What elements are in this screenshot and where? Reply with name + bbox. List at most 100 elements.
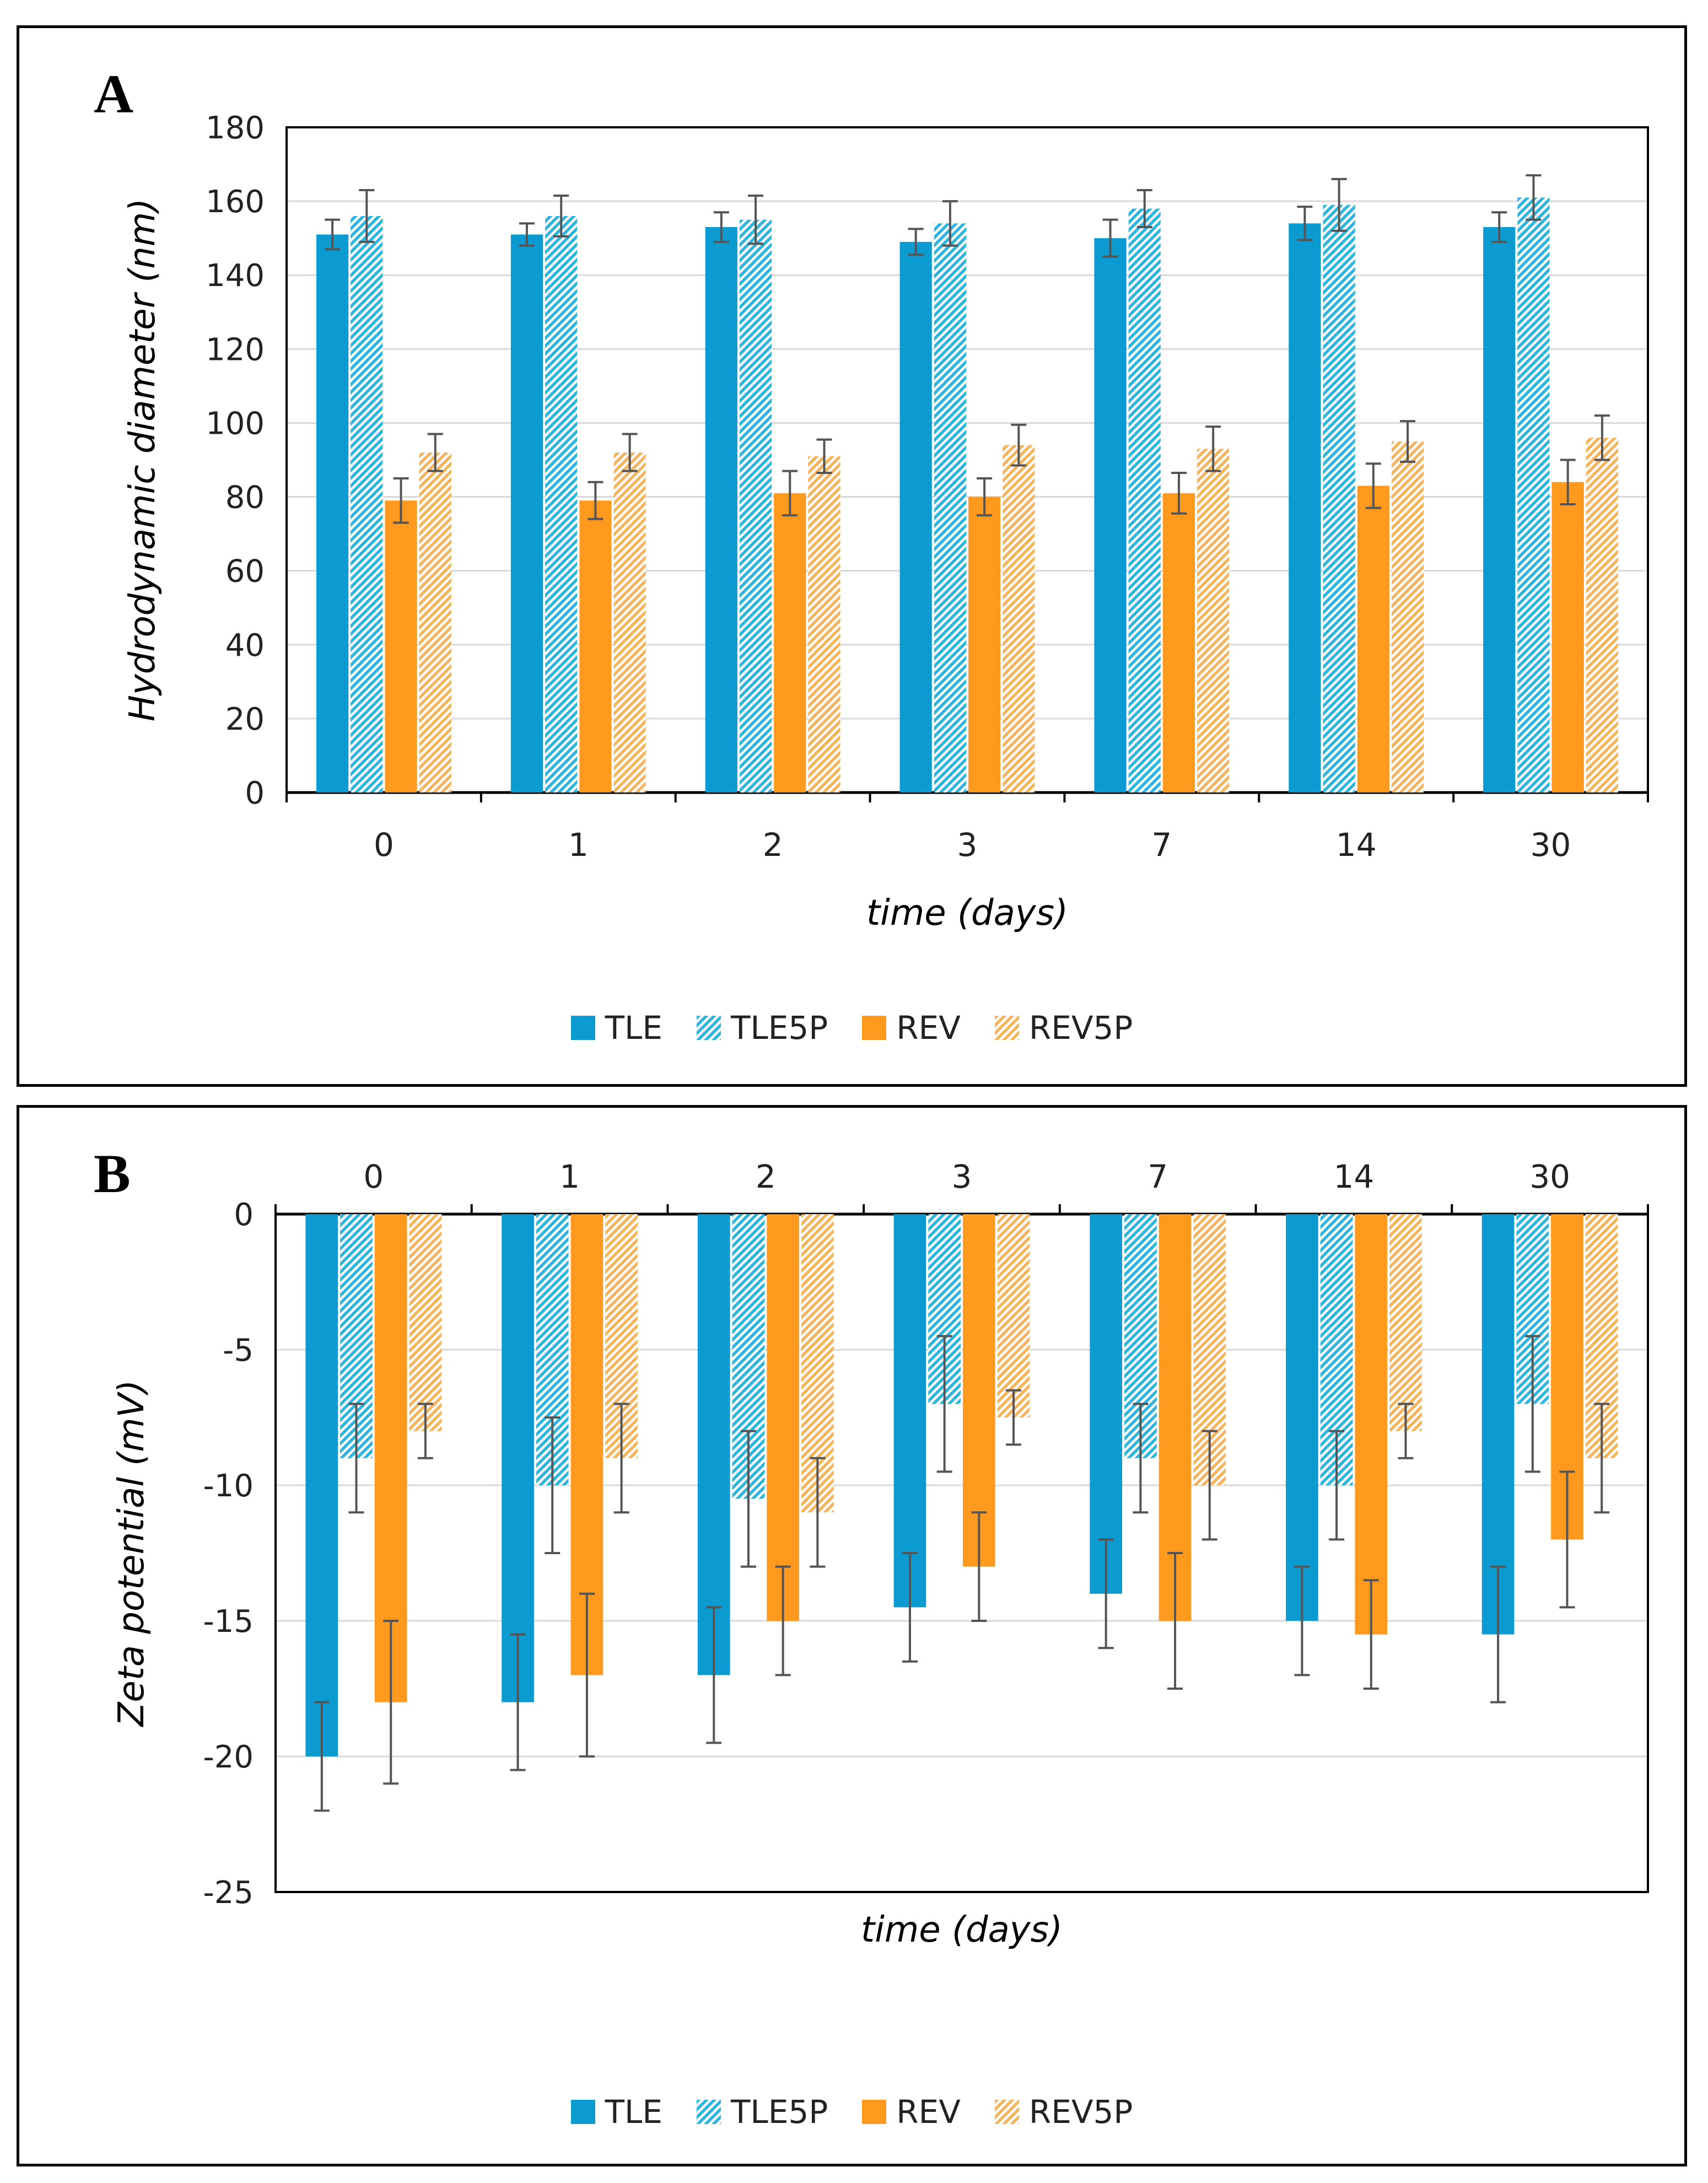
y-tick-label: 120	[206, 332, 265, 368]
x-tick-label: 1	[559, 1158, 580, 1195]
y-tick-label: 100	[206, 406, 265, 441]
x-tick-label: 2	[763, 826, 783, 864]
y-tick-label: -20	[203, 1739, 254, 1775]
bar-rev5p	[419, 452, 451, 793]
bar-tle5p	[545, 215, 578, 793]
bar-rev	[579, 500, 612, 793]
legend-item-tle5p: TLE5P	[697, 1009, 828, 1047]
bar-rev5p	[1003, 445, 1035, 793]
bar-rev	[767, 1214, 799, 1621]
panel-a-label: A	[94, 63, 134, 125]
legend-item-tle: TLE	[570, 2093, 662, 2131]
bar-tle	[1483, 227, 1516, 793]
legend-label: REV5P	[1028, 2093, 1133, 2131]
legend-swatch	[570, 2100, 595, 2124]
legend-swatch	[570, 1016, 595, 1040]
bar-tle	[899, 241, 932, 793]
legend-swatch	[862, 2100, 887, 2124]
y-tick-label: 0	[245, 775, 265, 811]
x-tick-label: 2	[756, 1158, 776, 1195]
bar-tle5p	[351, 215, 383, 793]
bar-rev5p	[409, 1214, 442, 1431]
bar-tle	[316, 234, 349, 793]
bar-tle	[1094, 238, 1127, 793]
bar-tle5p	[1517, 197, 1550, 793]
y-tick-label: -5	[223, 1333, 254, 1368]
x-axis-label: time (days)	[866, 893, 1068, 934]
x-tick-label: 1	[568, 826, 589, 864]
legend-item-rev: REV	[862, 2093, 961, 2131]
bar-tle	[1286, 1214, 1318, 1621]
x-tick-label: 7	[1151, 826, 1172, 864]
bar-tle	[305, 1214, 338, 1756]
y-tick-label: -10	[203, 1468, 254, 1504]
legend-label: TLE	[605, 1009, 662, 1047]
x-tick-label: 0	[374, 826, 394, 864]
y-tick-label: 180	[206, 110, 265, 146]
legend-swatch	[697, 1016, 721, 1040]
bar-rev5p	[1586, 438, 1619, 793]
legend-swatch	[862, 1016, 887, 1040]
bar-tle	[705, 227, 737, 793]
bar-rev	[1355, 1214, 1388, 1635]
x-tick-label: 0	[363, 1158, 384, 1195]
legend-label: REV	[896, 1009, 961, 1047]
bar-tle	[510, 234, 543, 793]
bar-rev5p	[1197, 449, 1230, 793]
legend-label: TLE5P	[731, 2093, 828, 2131]
y-axis-label: Hydrodynamic diameter (nm)	[122, 198, 163, 721]
y-tick-label: 140	[206, 258, 265, 294]
legend-item-rev5p: REV5P	[994, 2093, 1133, 2131]
plot-area-border	[274, 1213, 1649, 1893]
legend-label: TLE5P	[731, 1009, 828, 1047]
bar-rev5p	[1389, 1214, 1422, 1431]
bar-rev	[1357, 486, 1389, 793]
panel-b: B -25 -20 -15 -10 -5 0 0 1 2 3 7 14 30 Zeta potential…	[17, 1105, 1687, 2166]
x-tick-label: 3	[952, 1158, 972, 1195]
bar-tle	[697, 1214, 730, 1675]
bar-rev	[1162, 493, 1195, 793]
bar-tle5p	[739, 219, 772, 793]
bar-rev	[774, 493, 806, 793]
y-tick-label: 80	[225, 480, 265, 516]
legend-item-rev: REV	[862, 1009, 961, 1047]
x-tick-label: 3	[957, 826, 978, 864]
legend-a: TLE TLE5P REV REV5P	[19, 1009, 1684, 1047]
bar-rev	[385, 500, 417, 793]
y-tick-label: 160	[206, 184, 265, 220]
y-tick-label: -15	[203, 1604, 254, 1640]
bar-rev	[968, 497, 1001, 793]
x-axis-label: time (days)	[861, 1910, 1063, 1950]
legend-item-tle5p: TLE5P	[697, 2093, 828, 2131]
bar-tle5p	[934, 223, 966, 793]
legend-label: REV5P	[1028, 1009, 1133, 1047]
hydrodynamic-diameter-chart: 0 20 40 60 80 100 120 140 160 180 0 1 2 3 7 14 30 Hydrody…	[122, 110, 1649, 934]
bar-tle	[1481, 1214, 1515, 1635]
legend-item-rev5p: REV5P	[994, 1009, 1133, 1047]
legend-swatch	[697, 2100, 721, 2124]
plot-area-border	[285, 126, 1649, 794]
bar-rev	[963, 1214, 995, 1567]
x-tick-label: 30	[1531, 826, 1571, 864]
bar-rev5p	[1391, 441, 1424, 793]
bar-tle5p	[1128, 208, 1161, 793]
x-tick-label: 14	[1334, 1158, 1375, 1195]
bar-tle	[1289, 223, 1321, 793]
legend-item-tle: TLE	[570, 1009, 662, 1047]
bar-tle5p	[1323, 204, 1355, 793]
bar-tle	[893, 1214, 926, 1608]
y-tick-label: -25	[203, 1875, 254, 1911]
x-tick-label: 7	[1147, 1158, 1168, 1195]
bar-rev5p	[808, 456, 840, 793]
legend-b: TLE TLE5P REV REV5P	[19, 2093, 1684, 2131]
panel-b-label: B	[94, 1143, 131, 1204]
y-tick-label: 60	[225, 554, 265, 590]
x-tick-label: 30	[1529, 1158, 1570, 1195]
bar-rev5p	[613, 452, 646, 793]
y-tick-label: 40	[225, 628, 265, 664]
legend-label: TLE	[605, 2093, 662, 2131]
legend-swatch	[994, 1016, 1019, 1040]
bar-tle	[502, 1214, 534, 1702]
y-tick-label: 0	[234, 1197, 254, 1233]
y-tick-label: 20	[225, 702, 265, 737]
